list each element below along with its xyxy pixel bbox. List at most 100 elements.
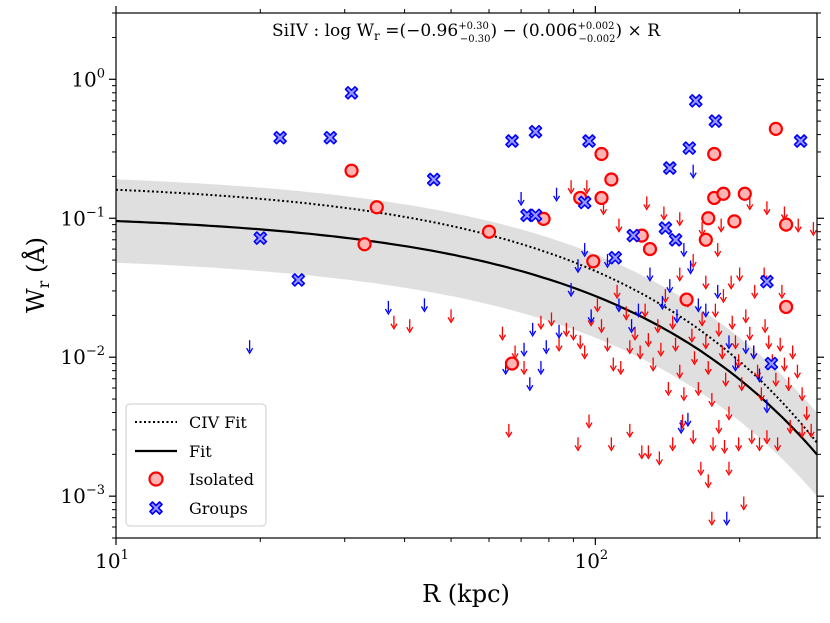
- isolated-upper-limit: [780, 357, 788, 372]
- isolated-point: [737, 186, 752, 201]
- y-tick-label: 10−3: [60, 483, 105, 508]
- isolated-upper-limit: [736, 267, 744, 282]
- legend-groups-swatch: [149, 501, 163, 515]
- groups-upper-limit: [680, 243, 688, 258]
- isolated-upper-limit: [688, 328, 696, 344]
- groups-point: [688, 94, 703, 108]
- groups-point: [344, 86, 359, 100]
- isolated-upper-limit: [661, 289, 669, 304]
- groups-upper-limit: [553, 187, 561, 203]
- isolated-upper-limit: [669, 315, 677, 331]
- isolated-upper-limit: [649, 357, 657, 372]
- isolated-upper-limit: [735, 354, 743, 369]
- title-eq: =(−0.96: [380, 21, 458, 41]
- isolated-point: [369, 200, 384, 215]
- isolated-upper-limit: [809, 222, 817, 237]
- isolated-upper-limit: [626, 340, 634, 355]
- title-sub-2: −0.002: [579, 34, 616, 45]
- groups-upper-limit: [526, 377, 534, 392]
- isolated-upper-limit: [803, 406, 811, 421]
- civ-fit-line: [116, 188, 817, 444]
- title-end: ) × R: [616, 21, 662, 41]
- y-tick-label: 10−2: [60, 344, 105, 369]
- isolated-upper-limit: [607, 437, 615, 452]
- isolated-upper-limit: [727, 275, 735, 290]
- groups-upper-limit: [742, 340, 750, 355]
- isolated-upper-limit: [689, 430, 697, 445]
- isolated-upper-limit: [746, 326, 754, 342]
- legend-civ-label: CIV Fit: [189, 413, 247, 432]
- groups-point: [291, 273, 306, 287]
- isolated-upper-limit: [617, 361, 625, 376]
- groups-point: [577, 195, 592, 210]
- y-label-sub: r: [34, 280, 53, 288]
- isolated-upper-limit: [738, 377, 746, 392]
- isolated-upper-limit: [807, 423, 815, 439]
- title-sup-1: +0.30: [458, 21, 489, 32]
- isolated-upper-limit: [669, 437, 677, 452]
- isolated-upper-limit: [680, 387, 688, 402]
- isolated-upper-limit: [757, 387, 765, 402]
- groups-point: [273, 130, 287, 145]
- isolated-upper-limit: [676, 364, 684, 379]
- groups-upper-limit: [666, 279, 674, 294]
- isolated-upper-limit: [709, 437, 717, 452]
- isolated-upper-limit: [702, 335, 710, 350]
- groups-upper-limit: [702, 303, 710, 318]
- legend-groups-label: Groups: [189, 499, 248, 518]
- isolated-upper-limit: [626, 423, 634, 439]
- groups-upper-limit: [694, 298, 702, 313]
- groups-upper-limit: [689, 164, 697, 179]
- isolated-point: [586, 254, 601, 269]
- isolated-upper-limit: [725, 406, 733, 421]
- groups-upper-limit: [587, 309, 595, 324]
- isolated-upper-limit: [603, 337, 612, 353]
- isolated-upper-limit: [657, 342, 665, 358]
- isolated-upper-limit: [447, 309, 455, 324]
- isolated-upper-limit: [615, 218, 623, 233]
- isolated-upper-limit: [574, 437, 582, 452]
- isolated-point: [698, 232, 713, 247]
- isolated-upper-limit: [720, 439, 729, 455]
- isolated-point: [642, 241, 658, 257]
- isolated-upper-limit: [567, 180, 575, 195]
- groups-point: [662, 161, 677, 175]
- isolated-point: [679, 292, 694, 307]
- isolated-upper-limit: [547, 312, 556, 327]
- groups-upper-limit: [634, 303, 643, 318]
- groups-upper-limit: [658, 295, 666, 311]
- title-mid: ) − (0.006: [491, 21, 578, 41]
- isolated-upper-limit: [636, 345, 644, 360]
- legend-isolated-label: Isolated: [189, 470, 254, 489]
- isolated-upper-limit: [761, 319, 769, 334]
- y-label-main: W: [22, 288, 50, 313]
- groups-upper-limit: [420, 298, 428, 313]
- groups-upper-limit: [537, 361, 545, 376]
- groups-point: [426, 172, 441, 187]
- isolated-point: [357, 237, 372, 252]
- groups-upper-limit: [763, 399, 771, 414]
- isolated-upper-limit: [717, 218, 725, 233]
- isolated-upper-limit: [698, 312, 706, 327]
- y-tick-label: 10−1: [60, 205, 105, 230]
- isolated-upper-limit: [702, 275, 710, 290]
- isolated-upper-limit: [631, 326, 639, 342]
- isolated-upper-limit: [676, 267, 684, 282]
- groups-upper-limit: [520, 342, 528, 358]
- groups-upper-limit: [677, 419, 685, 435]
- groups-upper-limit: [574, 259, 582, 274]
- isolated-upper-limit: [725, 461, 733, 477]
- isolated-upper-limit: [654, 319, 662, 334]
- isolated-point: [768, 121, 783, 136]
- isolated-upper-limit: [755, 437, 764, 452]
- title-sup-2: +0.002: [577, 21, 614, 32]
- legend: CIV Fit Fit Isolated Groups: [125, 403, 267, 527]
- isolated-upper-limit: [676, 212, 684, 227]
- axis-ticks: 101 102 10−3 10−2 10−1 100: [60, 6, 824, 573]
- isolated-upper-limit: [638, 445, 646, 460]
- isolated-upper-limit: [537, 315, 545, 331]
- x-tick-label: 102: [574, 548, 608, 573]
- isolated-upper-limit: [798, 387, 806, 402]
- groups-upper-limit: [731, 357, 740, 372]
